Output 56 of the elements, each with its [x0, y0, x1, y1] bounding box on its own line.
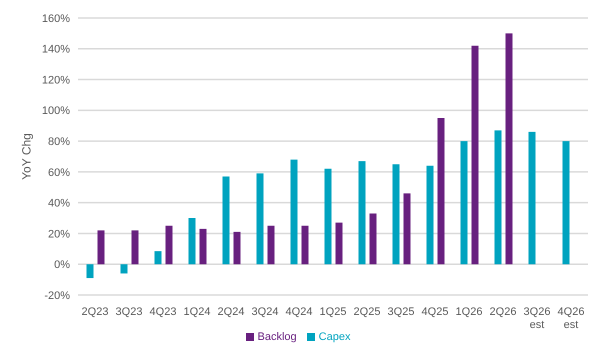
x-tick-label: 4Q23	[150, 306, 176, 318]
x-tick-label: 4Q24	[286, 306, 312, 318]
bar	[302, 226, 308, 264]
legend-label: Capex	[318, 331, 350, 343]
y-axis-title: YoY Chg	[19, 133, 34, 180]
bar	[392, 164, 400, 264]
bar	[460, 141, 468, 264]
y-tick-label: 0%	[54, 259, 70, 272]
bar	[200, 228, 206, 264]
bar	[358, 161, 366, 264]
bar	[98, 230, 104, 264]
bar	[120, 264, 128, 274]
y-tick-label: 20%	[48, 228, 70, 240]
bar	[166, 226, 172, 264]
bar	[86, 264, 94, 278]
bar	[562, 141, 570, 264]
x-tick-label: 2Q24	[218, 306, 244, 318]
x-tick-label: 2Q26	[490, 306, 516, 318]
bar	[324, 168, 332, 264]
bar	[528, 132, 536, 264]
bar	[370, 213, 376, 264]
y-tick-label: 80%	[48, 136, 70, 148]
bar	[290, 160, 298, 264]
bar	[506, 33, 512, 264]
x-tick-label: 4Q26 est	[558, 306, 584, 331]
legend-label: Backlog	[258, 331, 297, 343]
y-tick-label: 100%	[42, 105, 70, 118]
x-tick-label: 3Q24	[252, 306, 278, 318]
bar	[268, 226, 274, 264]
bar	[404, 193, 410, 264]
bar	[494, 130, 502, 264]
bar	[154, 251, 162, 264]
bar	[472, 46, 478, 264]
y-tick-label: 140%	[42, 44, 70, 56]
x-tick-label: 4Q25	[422, 306, 448, 318]
bar	[188, 218, 196, 264]
y-tick-label: -20%	[44, 290, 70, 302]
x-tick-label: 2Q25	[354, 306, 380, 318]
bar	[438, 118, 444, 264]
y-tick-label: 120%	[42, 74, 70, 86]
y-tick-label: 160%	[42, 12, 70, 25]
x-tick-label: 3Q26 est	[524, 306, 550, 331]
bar	[234, 232, 240, 264]
bar	[336, 222, 342, 264]
bar	[256, 173, 264, 264]
x-tick-label: 1Q26	[456, 306, 482, 318]
bar	[132, 230, 138, 264]
bar	[222, 176, 230, 264]
x-tick-label: 1Q25	[320, 306, 346, 318]
x-tick-label: 2Q23	[82, 306, 108, 318]
bar	[426, 166, 434, 264]
x-tick-label: 1Q24	[184, 306, 210, 318]
x-tick-label: 3Q25	[388, 306, 414, 318]
y-tick-label: 60%	[48, 166, 70, 179]
y-tick-label: 40%	[48, 198, 70, 210]
x-tick-label: 3Q23	[116, 306, 142, 318]
